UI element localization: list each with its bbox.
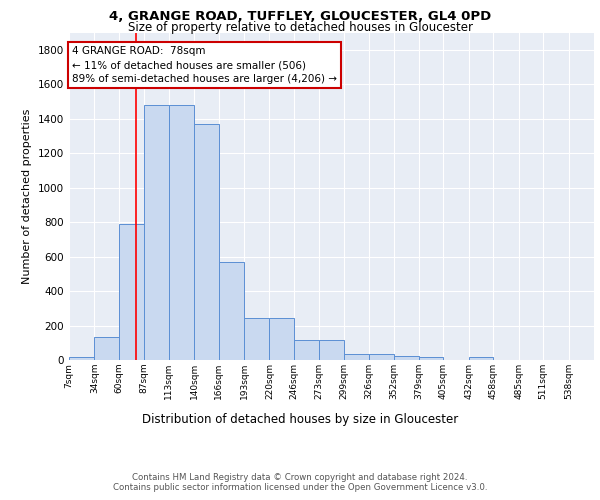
Text: Contains HM Land Registry data © Crown copyright and database right 2024.: Contains HM Land Registry data © Crown c… [132, 472, 468, 482]
Bar [344, 354, 369, 360]
Bar [394, 356, 419, 360]
Text: 4 GRANGE ROAD:  78sqm
← 11% of detached houses are smaller (506)
89% of semi-det: 4 GRANGE ROAD: 78sqm ← 11% of detached h… [72, 46, 337, 84]
Bar [244, 318, 269, 360]
Bar [218, 262, 244, 360]
Bar [69, 356, 94, 360]
Bar [119, 224, 144, 360]
Text: Distribution of detached houses by size in Gloucester: Distribution of detached houses by size … [142, 412, 458, 426]
Bar [369, 354, 394, 360]
Bar [194, 124, 218, 360]
Bar [94, 336, 119, 360]
Bar [269, 318, 294, 360]
Bar [319, 340, 344, 360]
Bar [419, 356, 443, 360]
Text: Contains public sector information licensed under the Open Government Licence v3: Contains public sector information licen… [113, 484, 487, 492]
Text: Size of property relative to detached houses in Gloucester: Size of property relative to detached ho… [128, 22, 473, 35]
Bar [169, 105, 194, 360]
Y-axis label: Number of detached properties: Number of detached properties [22, 108, 32, 284]
Bar [144, 105, 169, 360]
Bar [294, 340, 319, 360]
Bar [469, 356, 493, 360]
Text: 4, GRANGE ROAD, TUFFLEY, GLOUCESTER, GL4 0PD: 4, GRANGE ROAD, TUFFLEY, GLOUCESTER, GL4… [109, 10, 491, 23]
